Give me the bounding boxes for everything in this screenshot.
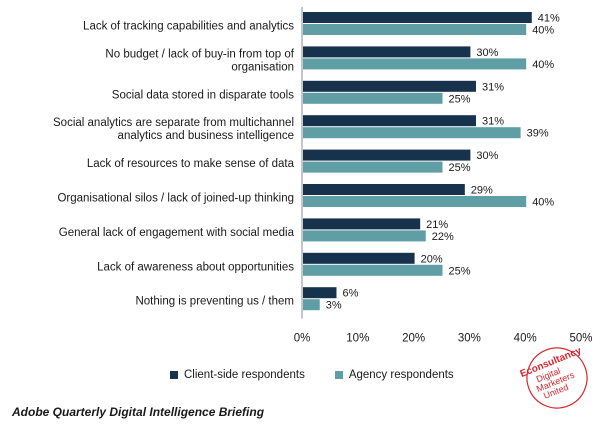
bar-agency — [303, 161, 443, 173]
data-label: 30% — [476, 150, 498, 162]
category-label: Social data stored in disparate tools — [112, 89, 294, 101]
data-label: 20% — [421, 253, 443, 265]
x-tick-label: 30% — [458, 333, 481, 345]
bar-client — [303, 149, 471, 161]
data-label: 31% — [482, 81, 504, 93]
data-label: 22% — [432, 231, 454, 243]
bar-client — [303, 115, 476, 127]
legend-label-client: Client-side respondents — [184, 369, 305, 381]
bar-agency — [303, 299, 320, 311]
econsultancy-logo: Econsultancy Digital Marketers United — [519, 345, 588, 409]
x-tick-label: 10% — [346, 333, 369, 345]
bar-agency — [303, 58, 527, 70]
category-label-line: Lack of tracking capabilities and analyt… — [83, 21, 294, 33]
data-label: 30% — [476, 47, 498, 59]
data-label: 40% — [532, 59, 554, 71]
chart-legend: Client-side respondents Agency responden… — [170, 369, 454, 381]
category-label-line: Nothing is preventing us / them — [135, 296, 294, 308]
legend-item-client: Client-side respondents — [170, 369, 305, 381]
category-label: Nothing is preventing us / them — [135, 296, 294, 308]
bar-agency — [303, 24, 527, 35]
bar-agency — [303, 127, 521, 139]
category-label-line: Lack of resources to make sense of data — [87, 158, 295, 170]
data-label: 40% — [532, 197, 554, 209]
x-tick-label: 50% — [569, 333, 592, 345]
bar-agency — [303, 92, 443, 104]
category-label: Lack of awareness about opportunities — [97, 261, 294, 273]
x-tick-label: 0% — [294, 333, 311, 345]
bar-client — [303, 80, 476, 92]
legend-swatch-client — [170, 371, 178, 379]
data-label: 41% — [538, 13, 560, 25]
category-label-line: Lack of awareness about opportunities — [97, 261, 294, 273]
bar-client — [303, 218, 421, 230]
category-label: Organisational silos / lack of joined-up… — [57, 193, 294, 205]
data-label: 3% — [326, 300, 342, 312]
category-label: General lack of engagement with social m… — [59, 227, 295, 239]
category-label-line: organisation — [231, 61, 294, 73]
category-label-line: General lack of engagement with social m… — [59, 227, 295, 239]
legend-swatch-agency — [334, 371, 343, 379]
source-caption: Adobe Quarterly Digital Intelligence Bri… — [12, 405, 265, 419]
category-label: Social analytics are separate from multi… — [53, 117, 294, 142]
category-label: Lack of tracking capabilities and analyt… — [83, 21, 294, 33]
data-label: 6% — [342, 288, 358, 300]
data-label: 39% — [527, 128, 549, 140]
category-label: No budget / lack of buy-in from top of or… — [105, 48, 294, 73]
data-label: 25% — [449, 93, 471, 105]
bar-client — [303, 12, 532, 23]
category-label-line: Social data stored in disparate tools — [112, 89, 294, 101]
category-label-line: No budget / lack of buy-in from top of — [105, 48, 294, 60]
category-label-line: Organisational silos / lack of joined-up… — [57, 193, 294, 205]
bar-client — [303, 252, 415, 264]
data-label: 21% — [426, 219, 448, 231]
bar-client — [303, 287, 337, 299]
category-label: Lack of resources to make sense of data — [87, 158, 295, 170]
bar-agency — [303, 196, 527, 207]
data-label: 40% — [532, 25, 554, 37]
data-label: 25% — [449, 162, 471, 174]
bar-client — [303, 184, 465, 195]
legend-item-agency: Agency respondents — [334, 369, 454, 381]
legend-label-agency: Agency respondents — [348, 369, 454, 381]
bar-client — [303, 46, 471, 58]
x-tick-label: 20% — [402, 333, 425, 345]
category-label-line: Social analytics are separate from multi… — [53, 117, 294, 129]
data-label: 31% — [482, 116, 504, 128]
data-label: 29% — [471, 185, 493, 197]
data-label: 25% — [449, 265, 471, 277]
bar-agency — [303, 264, 443, 276]
bar-agency — [303, 230, 426, 242]
x-tick-label: 40% — [514, 333, 537, 345]
category-label-line: analytics and business intelligence — [118, 130, 294, 142]
